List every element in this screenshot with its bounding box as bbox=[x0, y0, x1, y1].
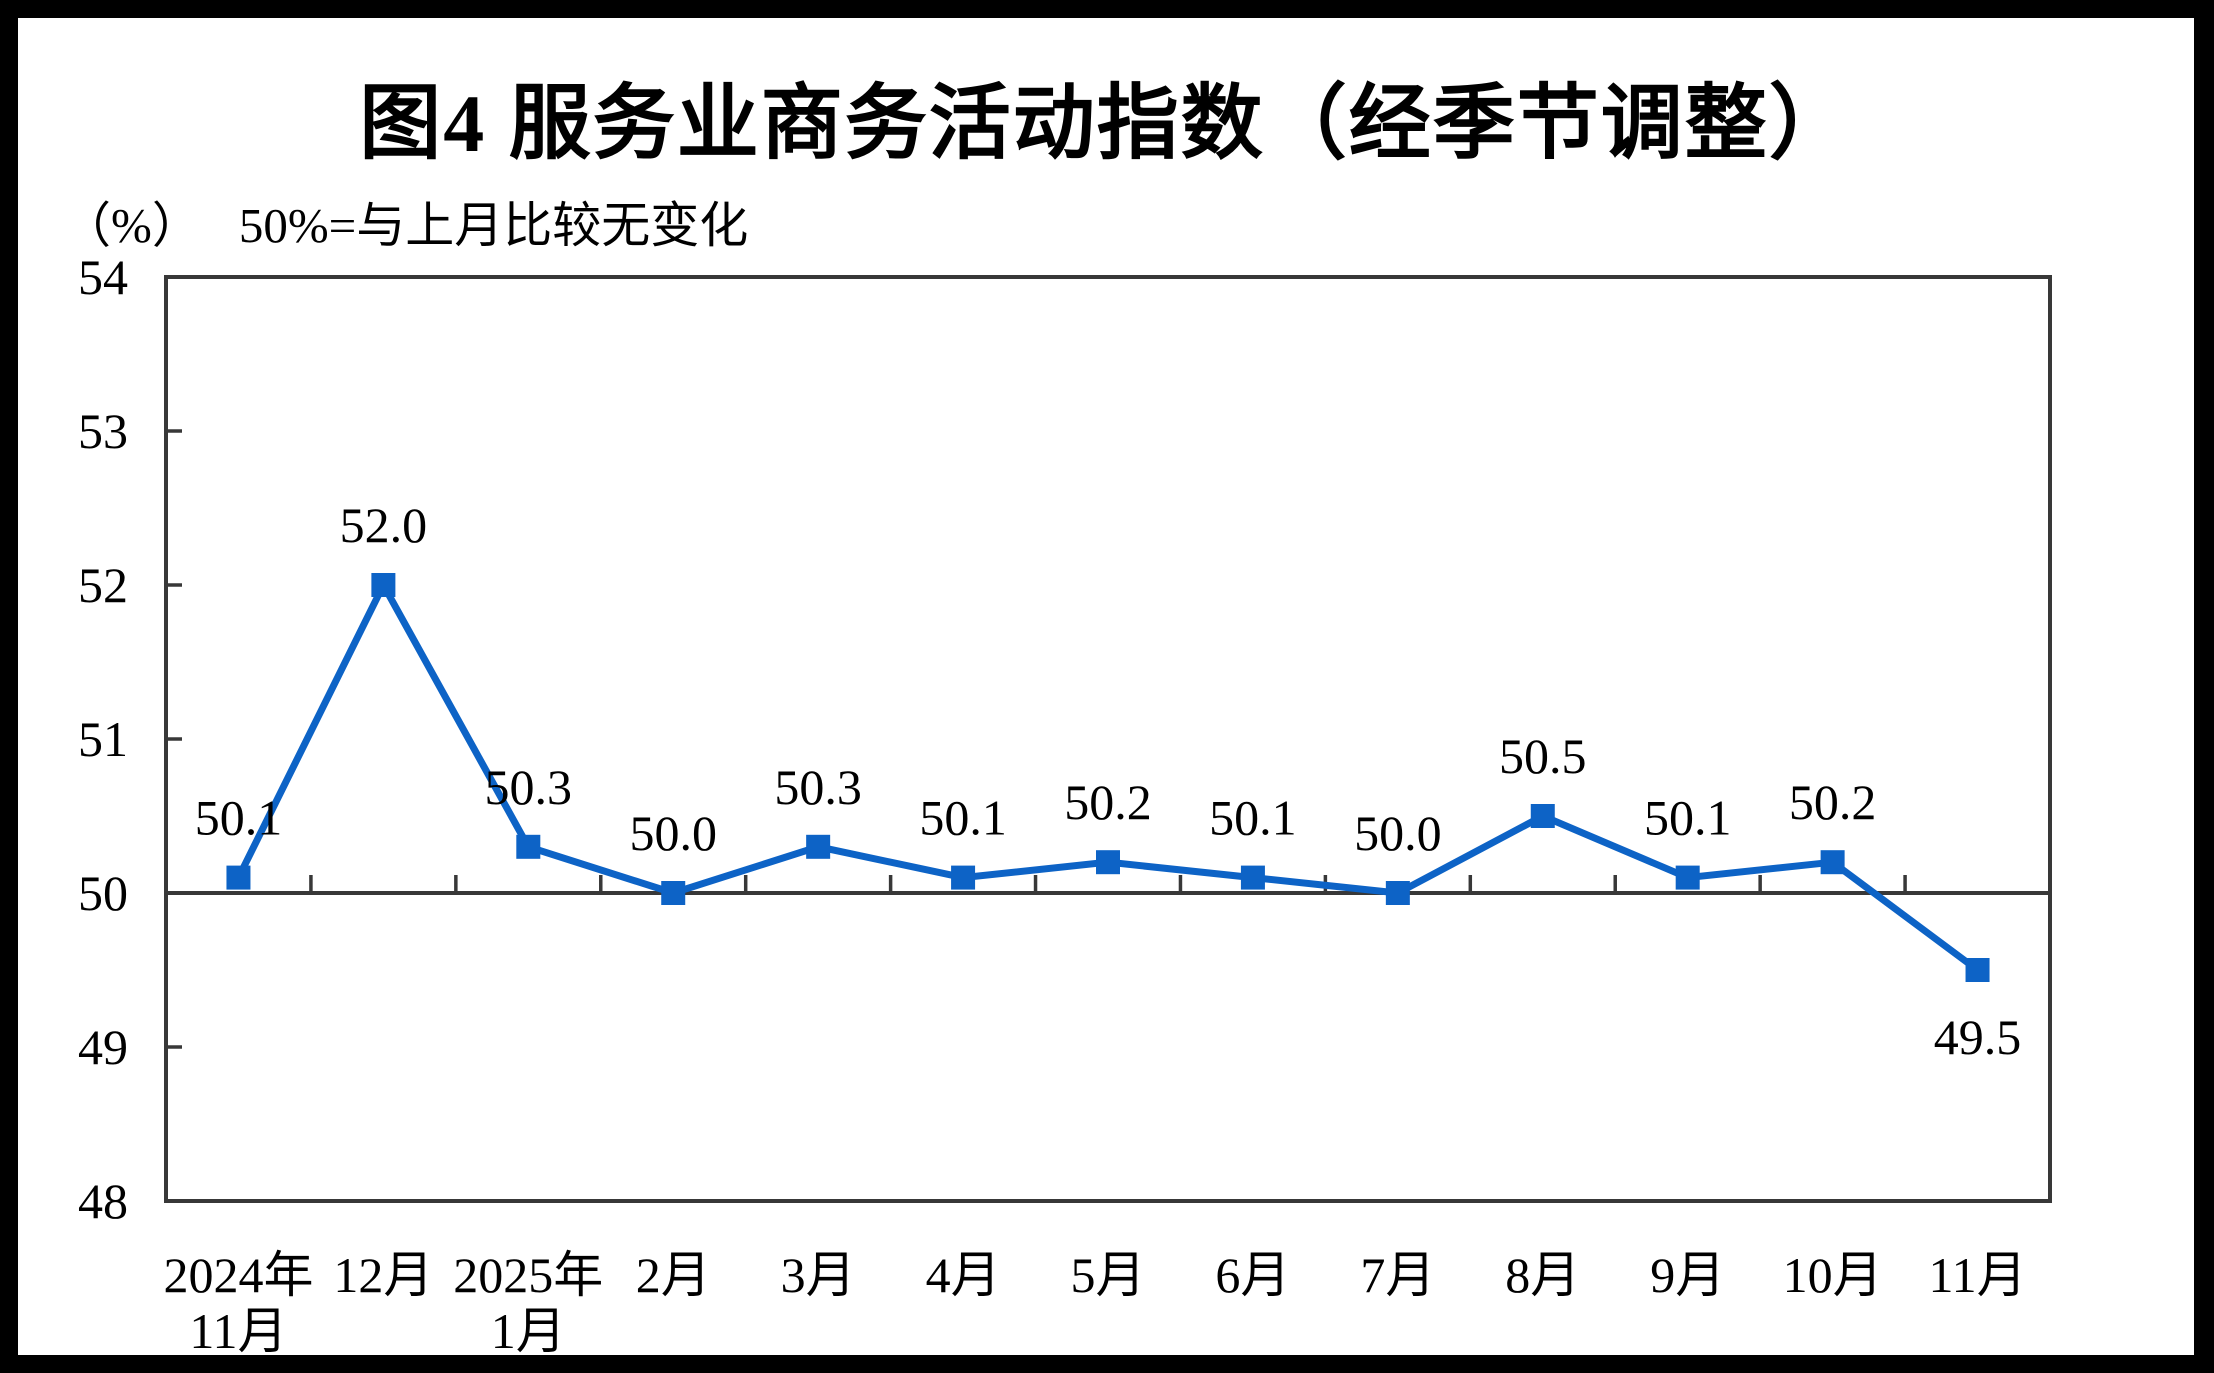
y-tick-label: 54 bbox=[78, 249, 128, 305]
chart-background: 图4 服务业商务活动指数（经季节调整） （%） 50%=与上月比较无变化 48 49… bbox=[18, 18, 2194, 1355]
data-label: 52.0 bbox=[340, 497, 428, 553]
data-point-marker bbox=[1965, 958, 1990, 982]
axis-unit-note: （%） 50%=与上月比较无变化 bbox=[62, 186, 748, 257]
x-tick-label: 10月 bbox=[1783, 1247, 1883, 1303]
data-label: 50.1 bbox=[1209, 790, 1297, 846]
data-point-marker bbox=[1530, 804, 1555, 828]
y-tick-label: 52 bbox=[78, 557, 128, 613]
x-tick-label: 2月 bbox=[636, 1247, 711, 1303]
data-label: 50.0 bbox=[1354, 805, 1442, 861]
y-tick-label: 53 bbox=[78, 403, 128, 459]
y-tick-label: 48 bbox=[78, 1173, 128, 1229]
x-tick-label: 12月 bbox=[333, 1247, 433, 1303]
baseline-note: 50%=与上月比较无变化 bbox=[238, 198, 749, 253]
y-tick-label: 51 bbox=[78, 711, 128, 767]
data-point-marker bbox=[516, 834, 541, 859]
x-tick-label: 1月 bbox=[491, 1303, 566, 1355]
x-tick-label: 7月 bbox=[1360, 1247, 1435, 1303]
x-tick-label: 11月 bbox=[189, 1303, 287, 1355]
data-point-marker bbox=[226, 865, 251, 890]
x-tick-label: 6月 bbox=[1215, 1247, 1290, 1303]
y-axis-unit-label: （%） bbox=[62, 198, 201, 253]
chart-title: 图4 服务业商务活动指数（经季节调整） bbox=[359, 78, 1853, 169]
data-point-marker bbox=[371, 573, 396, 597]
data-label: 50.3 bbox=[774, 759, 862, 815]
data-label: 50.1 bbox=[195, 790, 283, 846]
x-tick-label: 8月 bbox=[1505, 1247, 1580, 1303]
plot-border bbox=[164, 275, 2052, 1203]
data-label: 50.2 bbox=[1064, 774, 1152, 830]
data-label: 49.5 bbox=[1934, 1009, 2022, 1065]
data-point-marker bbox=[1385, 881, 1410, 905]
data-label: 50.5 bbox=[1499, 728, 1587, 784]
data-point-marker bbox=[1096, 850, 1120, 875]
data-point-marker bbox=[1240, 865, 1265, 890]
x-tick-label: 11月 bbox=[1928, 1247, 2026, 1303]
data-point-marker bbox=[1675, 865, 1700, 890]
x-tick-label: 9月 bbox=[1650, 1247, 1725, 1303]
x-tick-label: 2024年 bbox=[163, 1247, 313, 1303]
data-label: 50.1 bbox=[1644, 790, 1732, 846]
x-tick-label: 3月 bbox=[781, 1247, 856, 1303]
data-point-marker bbox=[806, 834, 831, 859]
y-tick-label: 49 bbox=[78, 1019, 128, 1075]
y-tick-label: 50 bbox=[78, 865, 128, 921]
data-point-marker bbox=[1820, 850, 1845, 875]
data-label: 50.1 bbox=[919, 790, 1007, 846]
data-label: 50.2 bbox=[1789, 774, 1877, 830]
data-point-marker bbox=[951, 865, 976, 890]
data-point-marker bbox=[661, 881, 686, 905]
data-label: 50.0 bbox=[629, 805, 717, 861]
x-tick-label: 4月 bbox=[926, 1247, 1001, 1303]
x-tick-label: 2025年 bbox=[453, 1247, 603, 1303]
data-label: 50.3 bbox=[485, 759, 573, 815]
x-tick-label: 5月 bbox=[1071, 1247, 1146, 1303]
